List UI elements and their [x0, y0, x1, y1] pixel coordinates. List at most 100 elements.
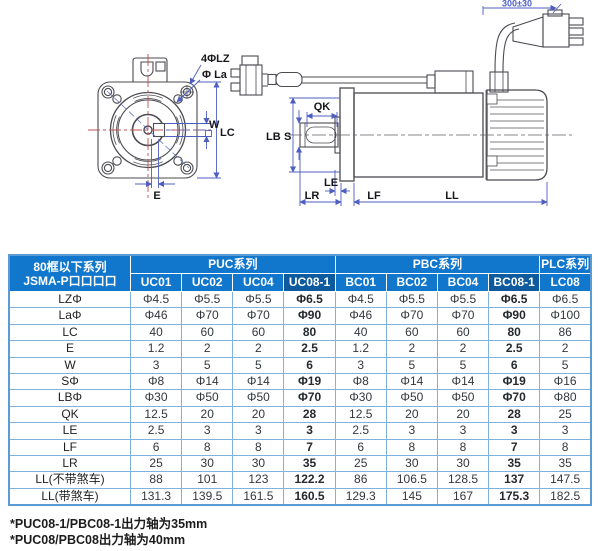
label-s: S	[284, 131, 291, 143]
spec-cell: 139.5	[181, 487, 234, 506]
spec-cell: 3	[488, 422, 541, 440]
table-row: QK 12.5 20 20 28 12.5 20 20 28 25	[8, 405, 592, 424]
spec-table-head: 80框以下系列 JSMA-P口口口口 PUC系列 PBC系列 PLC系列 UC01 UC02…	[8, 254, 592, 292]
spec-cell: 8	[436, 438, 490, 457]
spec-cell: 30	[232, 455, 285, 473]
label-cable-length: 300±30	[502, 0, 532, 9]
spec-cell: 147.5	[539, 471, 592, 489]
label-lr: LR	[305, 190, 320, 202]
spec-cell: 60	[232, 323, 285, 342]
label-qk: QK	[314, 101, 331, 113]
spec-cell: 8	[181, 438, 234, 457]
spec-cell: Φ8	[334, 373, 387, 391]
spec-cell: 5	[232, 356, 285, 375]
side-view	[230, 9, 584, 182]
column-header: BC08-1	[488, 273, 541, 292]
spec-cell: Φ5.5	[436, 290, 490, 309]
spec-cell: Φ4.5	[129, 290, 183, 309]
spec-cell: 106.5	[385, 471, 438, 489]
spec-cell: 86	[334, 471, 387, 489]
row-label: SΦ	[8, 373, 131, 391]
series-group-header: PUC系列	[130, 254, 336, 274]
spec-cell: 8	[539, 438, 592, 457]
spec-cell: 145	[385, 487, 438, 506]
table-row: LL(带煞车) 131.3 139.5 161.5 160.5 129.3 145 167 17…	[8, 487, 592, 506]
spec-cell: Φ14	[232, 373, 285, 391]
spec-cell: Φ46	[334, 307, 387, 325]
series-group-header: PLC系列	[539, 254, 592, 274]
spec-cell: Φ70	[181, 307, 234, 325]
table-row: SΦ Φ8 Φ14 Φ14 Φ19 Φ8 Φ14 Φ14 Φ19 Φ16	[8, 373, 592, 391]
spec-cell: Φ50	[181, 389, 234, 407]
spec-cell: 60	[181, 323, 234, 342]
spec-cell: 28	[283, 405, 336, 424]
spec-cell: Φ14	[436, 373, 490, 391]
spec-cell: 3	[385, 422, 438, 440]
spec-cell: 122.2	[283, 471, 336, 489]
spec-cell: 30	[181, 455, 234, 473]
footnote-2: *PUC08/PBC08出力轴为40mm	[10, 533, 186, 547]
spec-cell: 60	[436, 323, 490, 342]
spec-cell: Φ5.5	[385, 290, 438, 309]
spec-cell: Φ70	[436, 307, 490, 325]
spec-cell: Φ70	[232, 307, 285, 325]
table-row: LF 6 8 8 7 6 8 8 7 8	[8, 438, 592, 457]
spec-cell: 2.5	[334, 422, 387, 440]
spec-cell: 5	[539, 356, 592, 375]
spec-cell: Φ4.5	[334, 290, 387, 309]
table-row: E 1.2 2 2 2.5 1.2 2 2 2.5 2	[8, 340, 592, 358]
spec-cell: 88	[129, 471, 183, 489]
label-4phi-lz: 4ΦLZ	[201, 53, 230, 65]
spec-cell: Φ70	[283, 389, 336, 407]
spec-cell: 5	[181, 356, 234, 375]
spec-cell: Φ90	[488, 307, 541, 325]
spec-cell: Φ70	[385, 307, 438, 325]
spec-cell: 86	[539, 323, 592, 342]
front-dimensions	[135, 64, 221, 188]
spec-cell: 25	[539, 405, 592, 424]
table-row: LR 25 30 30 35 25 30 30 35 35	[8, 455, 592, 473]
spec-cell: 2.5	[488, 340, 541, 358]
motor-dimension-diagram: 4ΦLZ Φ La W LC E	[88, 0, 584, 206]
spec-cell: 128.5	[436, 471, 490, 489]
spec-cell: Φ14	[181, 373, 234, 391]
spec-cell: Φ90	[283, 307, 336, 325]
column-header: BC01	[334, 273, 387, 292]
label-lc: LC	[220, 127, 235, 139]
spec-cell: 30	[436, 455, 490, 473]
spec-cell: 25	[129, 455, 183, 473]
spec-cell: 35	[539, 455, 592, 473]
spec-cell: Φ80	[539, 389, 592, 407]
row-label: LBΦ	[8, 389, 131, 407]
spec-cell: Φ46	[129, 307, 183, 325]
spec-cell: 2.5	[283, 340, 336, 358]
spec-cell: 6	[334, 438, 387, 457]
spec-cell: 3	[436, 422, 490, 440]
spec-cell: Φ6.5	[283, 290, 336, 309]
table-row: LZΦ Φ4.5 Φ5.5 Φ5.5 Φ6.5 Φ4.5 Φ5.5 Φ5.5 Φ6.5 Φ6.5	[8, 290, 592, 309]
row-label: QK	[8, 405, 131, 424]
spec-cell: 3	[283, 422, 336, 440]
spec-cell: 6	[283, 356, 336, 375]
spec-cell: 3	[334, 356, 387, 375]
spec-cell: Φ50	[232, 389, 285, 407]
spec-cell: 12.5	[129, 405, 183, 424]
spec-cell: 35	[283, 455, 336, 473]
spec-cell: 161.5	[232, 487, 285, 506]
spec-cell: 2.5	[129, 422, 183, 440]
spec-cell: 101	[181, 471, 234, 489]
spec-cell: 5	[436, 356, 490, 375]
spec-cell: 25	[334, 455, 387, 473]
spec-cell: 35	[488, 455, 541, 473]
label-e: E	[153, 190, 160, 202]
series-group-header: PBC系列	[334, 254, 541, 274]
front-centerlines	[88, 54, 214, 198]
spec-cell: 12.5	[334, 405, 387, 424]
spec-cell: Φ16	[539, 373, 592, 391]
spec-cell: Φ19	[488, 373, 541, 391]
spec-cell: 129.3	[334, 487, 387, 506]
column-header: LC08	[539, 273, 592, 292]
footnotes: *PUC08-1/PBC08-1出力轴为35mm *PUC08/PBC08出力轴…	[10, 516, 207, 548]
spec-cell: Φ100	[539, 307, 592, 325]
